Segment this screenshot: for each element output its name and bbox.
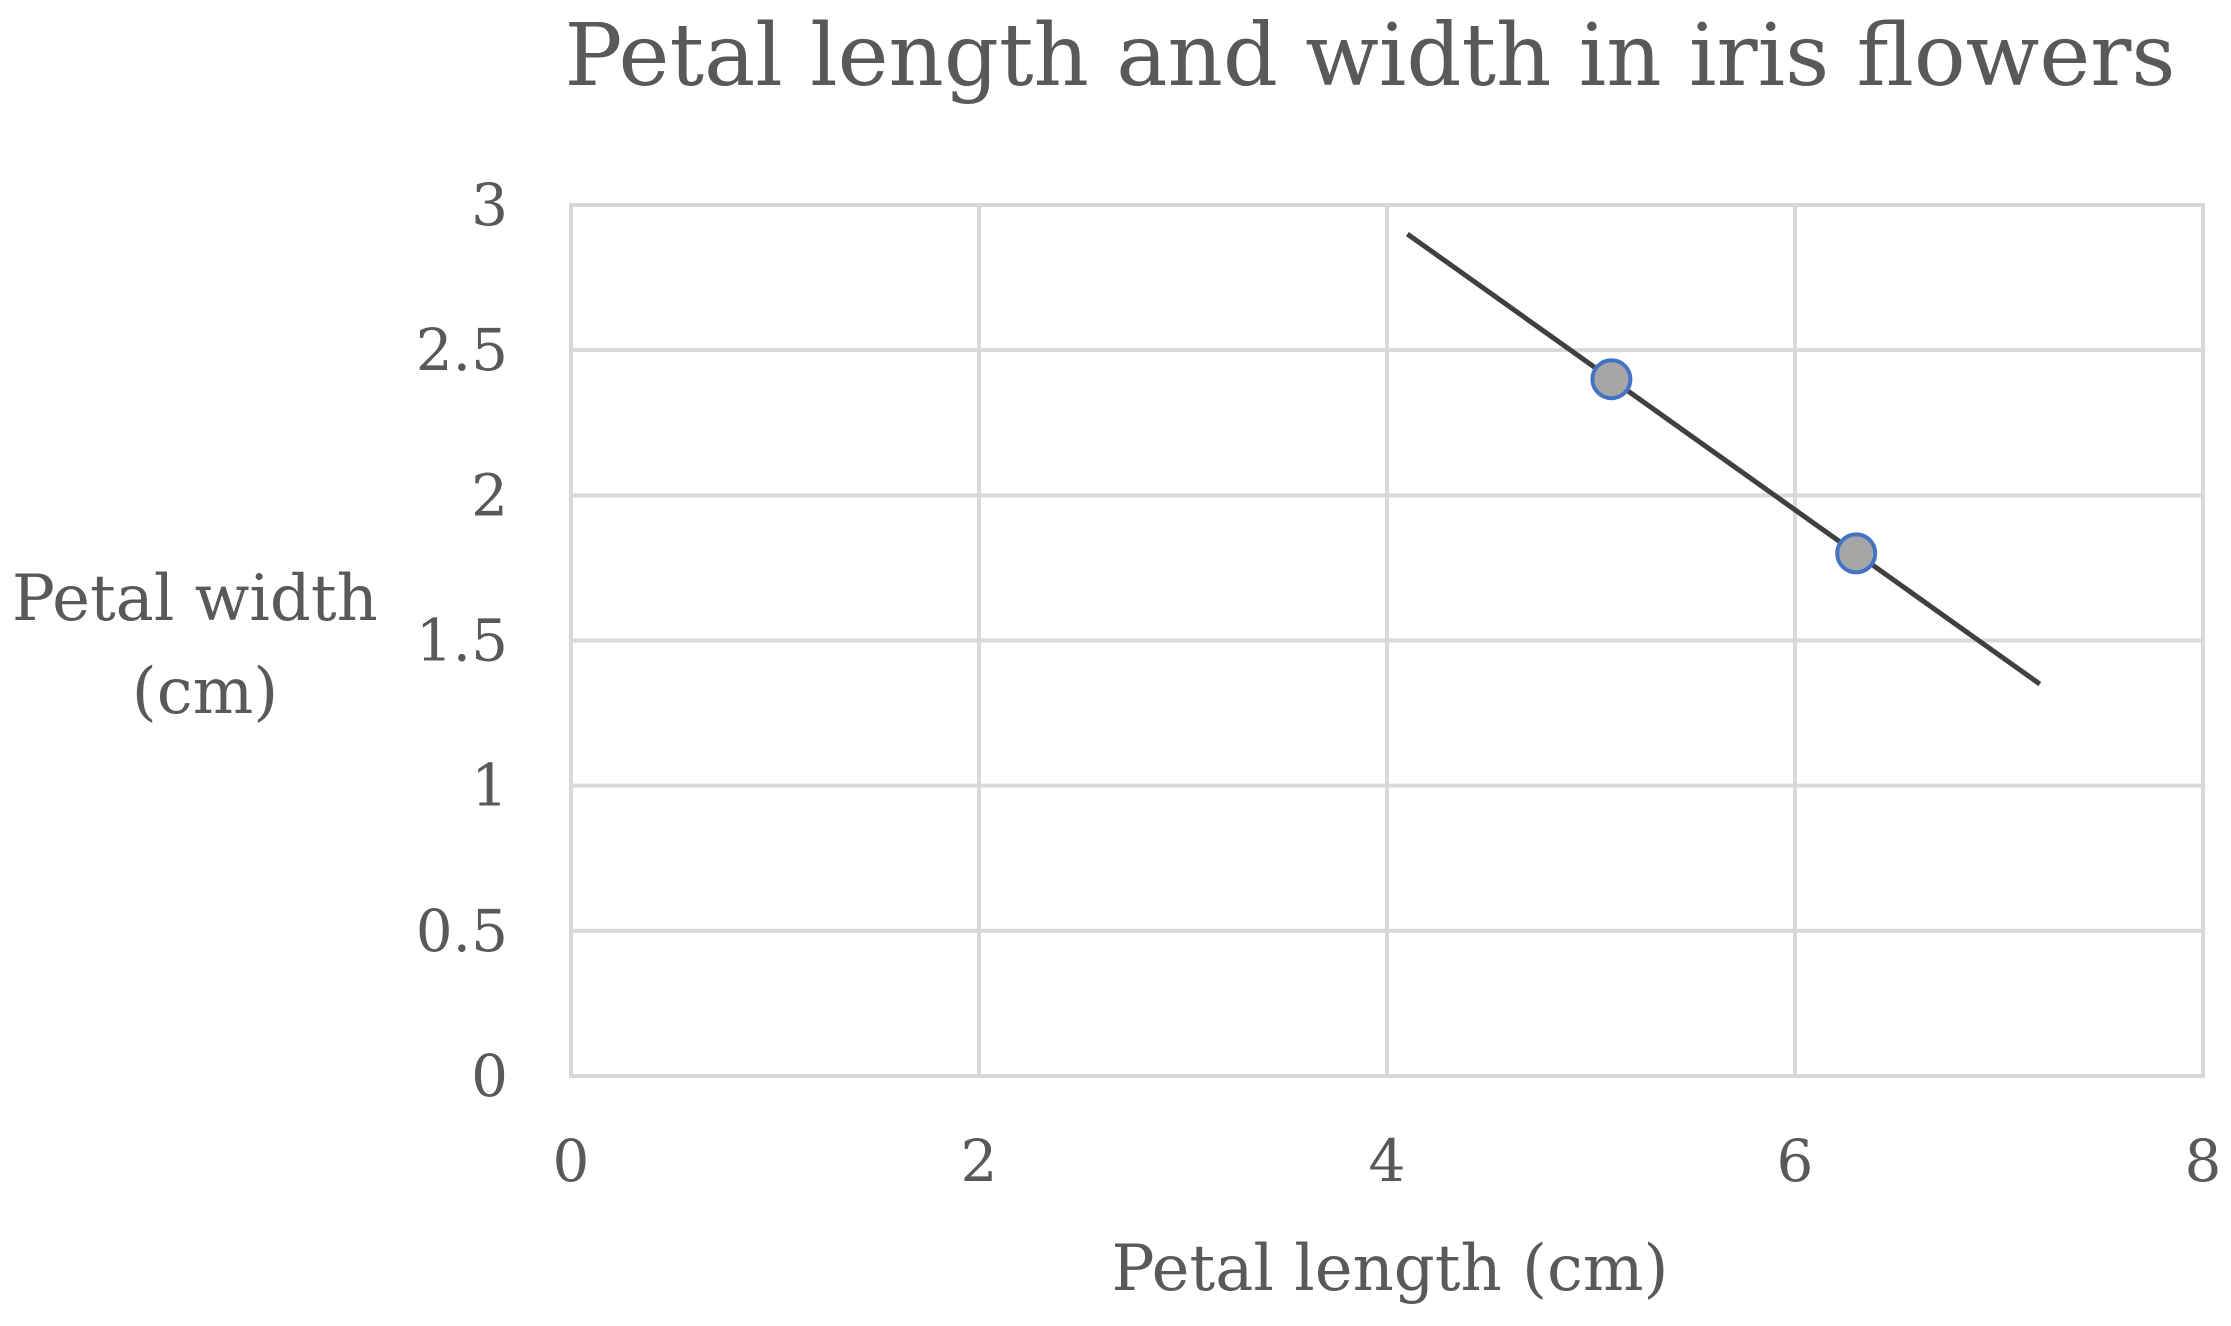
- chart-title: Petal length and width in iris flowers: [565, 6, 2176, 106]
- linear-trendline: [1405, 231, 2042, 687]
- y-tick-label-6: 3: [471, 171, 508, 239]
- x-axis-title: Petal length (cm): [1111, 1232, 1668, 1306]
- x-tick-label-4: 8: [2185, 1127, 2222, 1195]
- y-axis-title: Petal width (cm): [12, 562, 398, 729]
- plot-area-border: [569, 203, 2205, 1078]
- x-tick-label-2: 4: [1369, 1127, 1406, 1195]
- x-axis-tick-labels: 0 2 4 6 8: [553, 1127, 2222, 1195]
- y-tick-label-5: 2.5: [416, 316, 508, 384]
- x-tick-label-1: 2: [961, 1127, 998, 1195]
- x-tick-label-3: 6: [1777, 1127, 1814, 1195]
- y-axis-title-line-2: (cm): [132, 655, 278, 729]
- y-tick-label-0: 0: [471, 1042, 508, 1110]
- y-axis-title-line-1: Petal width: [12, 562, 378, 636]
- y-tick-label-1: 0.5: [416, 897, 508, 965]
- data-point-1: [1835, 532, 1878, 575]
- y-axis-tick-labels: 0 0.5 1 1.5 2 2.5 3: [416, 171, 508, 1110]
- x-tick-label-0: 0: [553, 1127, 590, 1195]
- y-tick-label-2: 1: [471, 752, 508, 820]
- trendline-layer: [1405, 231, 2042, 687]
- y-tick-label-4: 2: [471, 461, 508, 529]
- gridlines: [569, 203, 2205, 1078]
- y-tick-label-3: 1.5: [416, 607, 508, 675]
- data-point-0: [1590, 358, 1633, 401]
- data-points: [1590, 358, 1878, 575]
